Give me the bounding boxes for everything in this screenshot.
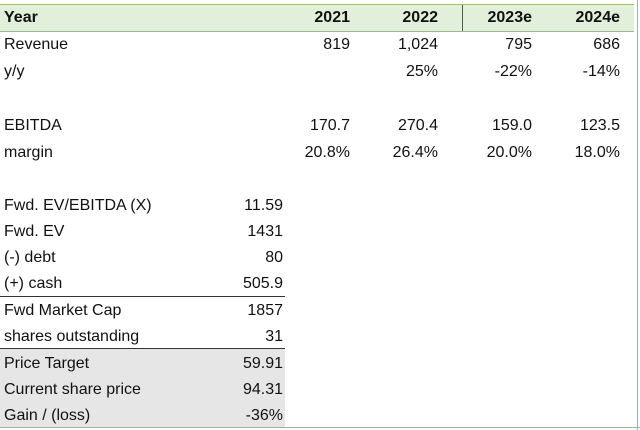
margin-2024e[interactable]: 18.0% (574, 144, 620, 161)
ebitda-2023e[interactable]: 159.0 (491, 117, 532, 134)
current-price-label[interactable]: Current share price (4, 381, 141, 398)
ebitda-2024e[interactable]: 123.5 (579, 117, 620, 134)
current-price-row: Current share price 94.31 (0, 376, 640, 403)
gain-loss-label[interactable]: Gain / (loss) (4, 407, 91, 424)
margin-2023e[interactable]: 20.0% (486, 144, 532, 161)
yoy-2023e[interactable]: -22% (494, 63, 532, 80)
price-target-row: Price Target 59.91 (0, 350, 640, 377)
debt-value[interactable]: 80 (265, 249, 283, 266)
fwd-ev-value[interactable]: 1431 (247, 223, 283, 240)
ebitda-2021[interactable]: 170.7 (309, 117, 350, 134)
year-2022-header[interactable]: 2022 (402, 9, 438, 26)
revenue-2023e[interactable]: 795 (505, 36, 532, 53)
current-price-value[interactable]: 94.31 (242, 381, 283, 398)
column-divider (462, 5, 463, 31)
ev-ebitda-value[interactable]: 11.59 (244, 197, 283, 214)
margin-label[interactable]: margin (4, 144, 53, 161)
fwd-ev-row: Fwd. EV 1431 (0, 218, 640, 245)
debt-label[interactable]: (-) debt (4, 249, 56, 266)
ev-ebitda-row: Fwd. EV/EBITDA (X) 11.59 (0, 192, 640, 219)
revenue-row: Revenue 819 1,024 795 686 (0, 31, 640, 58)
margin-2022[interactable]: 26.4% (392, 144, 438, 161)
ebitda-row: EBITDA 170.7 270.4 159.0 123.5 (0, 112, 640, 139)
year-2023e-header[interactable]: 2023e (487, 9, 533, 26)
price-target-label[interactable]: Price Target (4, 355, 90, 372)
yoy-2024e[interactable]: -14% (582, 63, 620, 80)
ev-ebitda-label[interactable]: Fwd. EV/EBITDA (X) (4, 197, 152, 214)
market-cap-value[interactable]: 1857 (247, 302, 283, 319)
margin-row: margin 20.8% 26.4% 20.0% 18.0% (0, 139, 640, 166)
table-right-border (637, 0, 638, 430)
yoy-2022[interactable]: 25% (405, 63, 438, 80)
shares-value[interactable]: 31 (265, 328, 283, 345)
year-2021-header[interactable]: 2021 (314, 9, 350, 26)
cash-value[interactable]: 505.9 (242, 275, 283, 292)
fwd-ev-label[interactable]: Fwd. EV (4, 223, 65, 240)
ebitda-2022[interactable]: 270.4 (397, 117, 438, 134)
market-cap-label[interactable]: Fwd Market Cap (4, 302, 122, 319)
cash-label[interactable]: (+) cash (4, 275, 63, 292)
debt-row: (-) debt 80 (0, 244, 640, 271)
cash-row: (+) cash 505.9 (0, 270, 640, 297)
table-bottom-border (0, 427, 640, 428)
margin-2021[interactable]: 20.8% (304, 144, 350, 161)
yoy-row: y/y 25% -22% -14% (0, 58, 640, 85)
shares-label[interactable]: shares outstanding (4, 328, 140, 345)
revenue-label[interactable]: Revenue (4, 36, 69, 53)
subtotal-line (0, 296, 285, 297)
shares-row: shares outstanding 31 (0, 323, 640, 350)
revenue-2022[interactable]: 1,024 (397, 36, 438, 53)
header-row: Year 2021 2022 2023e 2024e (0, 4, 634, 32)
gain-loss-row: Gain / (loss) -36% (0, 402, 640, 429)
price-target-value[interactable]: 59.91 (242, 355, 283, 372)
year-2024e-header[interactable]: 2024e (575, 9, 621, 26)
summary-line (0, 348, 285, 349)
ebitda-label[interactable]: EBITDA (4, 117, 62, 134)
market-cap-row: Fwd Market Cap 1857 (0, 297, 640, 324)
gain-loss-value[interactable]: -36% (245, 407, 283, 424)
yoy-label[interactable]: y/y (4, 63, 25, 80)
revenue-2021[interactable]: 819 (323, 36, 350, 53)
revenue-2024e[interactable]: 686 (593, 36, 620, 53)
year-header[interactable]: Year (4, 9, 38, 26)
summary-highlight (0, 349, 285, 427)
yoy-2021[interactable] (270, 58, 350, 85)
